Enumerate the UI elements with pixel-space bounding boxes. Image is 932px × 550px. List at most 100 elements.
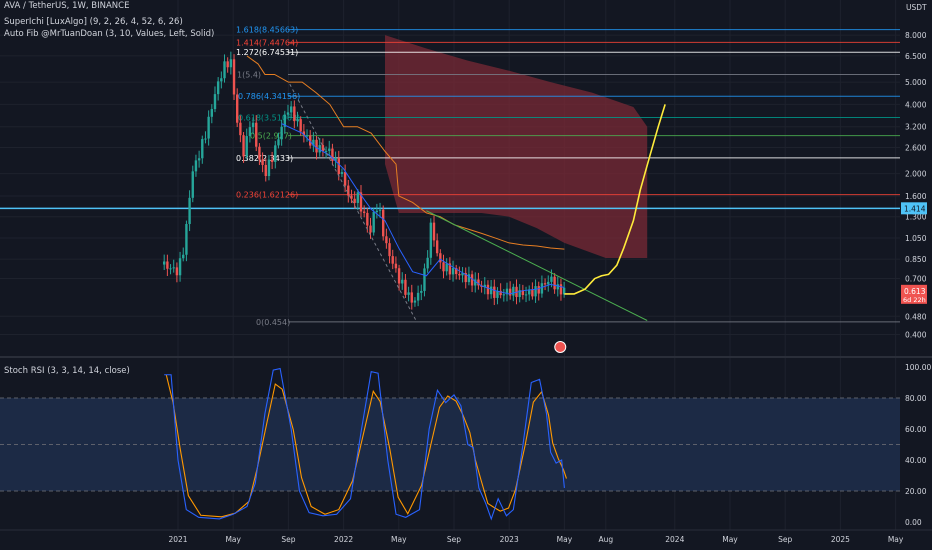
fib-level-label: 0.236(1.62126) [236,191,298,200]
stoch-rsi-d-line [165,374,567,518]
candle-body [435,240,439,254]
candle-body [324,150,328,152]
time-tick-label: May [225,535,241,544]
candle-body [359,192,363,212]
candle-body [540,283,544,294]
candle-body [277,139,280,146]
candle-body [534,286,537,297]
fib-level-label: 0.618(3.51063) [238,113,300,122]
candle-body [280,126,283,140]
candle-body [477,279,480,286]
candle-body [337,158,340,175]
candle-body [496,290,499,298]
candle-body [328,148,331,151]
time-tick-label: May [557,535,573,544]
candle-body [531,289,534,297]
candle-body [432,222,436,241]
candle-body [467,274,471,283]
candle-body [229,59,233,68]
candle-body [439,253,442,263]
price-tick-label: 5.000 [905,78,927,87]
candle-body [423,268,426,291]
candle-body [486,284,490,295]
candle-body [521,290,525,296]
time-tick-label: 2025 [831,535,850,544]
candle-body [385,236,388,244]
candle-body [343,172,347,186]
candle-body [299,119,302,132]
candle-body [296,119,299,122]
rsi-tick-label: 0.00 [905,518,922,527]
candle-body [356,192,360,203]
descending-trendline [426,210,648,321]
candle-body [197,158,201,161]
time-tick-label: Aug [598,535,613,544]
candle-body [210,109,214,117]
current-price-badge [901,284,927,304]
time-tick-label: May [888,535,904,544]
candle-body [451,268,455,275]
candle-body [223,61,226,79]
candle-body [302,131,306,136]
candle-body [524,294,528,296]
candle-body [264,164,267,177]
candle-body [283,114,287,127]
time-tick-label: Sep [281,535,295,544]
candle-body [267,159,271,177]
candle-body [420,290,423,293]
candle-body [499,290,502,296]
candle-body [366,212,369,226]
fib-level-label: 1.272(6.74531) [236,48,298,57]
rsi-tick-label: 80.00 [905,394,927,403]
candle-body [483,284,486,288]
event-marker-icon [554,341,567,353]
price-tick-label: 2.000 [905,170,927,179]
current-price-value: 0.613 [904,287,926,296]
bar-countdown: 6d 22h [903,296,926,304]
price-tick-label: 0.850 [905,255,927,264]
fib-level-label: 0.382(2.3433) [236,154,293,163]
candle-body [312,139,315,146]
candle-body [178,258,182,276]
time-tick-label: Sep [778,535,792,544]
candle-body [216,81,220,95]
candle-body [185,223,188,255]
price-tick-label: 6.500 [905,52,927,61]
candle-body [372,212,375,233]
candle-body [286,112,290,115]
candle-body [556,284,559,290]
candle-body [378,209,382,211]
kijun-line [246,55,565,250]
candle-body [166,261,169,269]
candle-body [442,262,445,272]
candle-body [375,210,379,213]
stoch-rsi-k-line [164,367,565,521]
candle-body [204,138,207,140]
candle-body [543,283,547,285]
price-tick-label: 0.700 [905,275,927,284]
price-axis-unit: USDT [906,3,927,12]
time-tick-label: 2022 [334,535,353,544]
candle-body [426,257,429,269]
time-tick-label: 2021 [168,535,187,544]
candle-body [388,243,391,257]
candle-body [445,263,448,272]
ichimoku-cloud [385,35,648,258]
indicator-superichi: SuperIchi [LuxAlgo] (9, 2, 26, 4, 52, 6,… [4,17,183,27]
candle-body [172,267,175,269]
candle-body [315,139,318,153]
decline-dashed-line [289,83,418,323]
price-tick-label: 1.050 [905,234,927,243]
candle-body [455,268,458,275]
candle-body [401,279,404,284]
price-tick-label: 0.400 [905,330,927,339]
candle-body [239,122,242,136]
price-tick-label: 0.480 [905,312,927,321]
symbol-title: AVA / TetherUS, 1W, BINANCE [4,1,130,11]
fib-level-label: 0(0.454) [256,318,290,327]
candle-body [182,254,185,259]
candle-body [353,198,356,203]
candle-body [191,171,194,198]
candle-body [274,145,277,162]
